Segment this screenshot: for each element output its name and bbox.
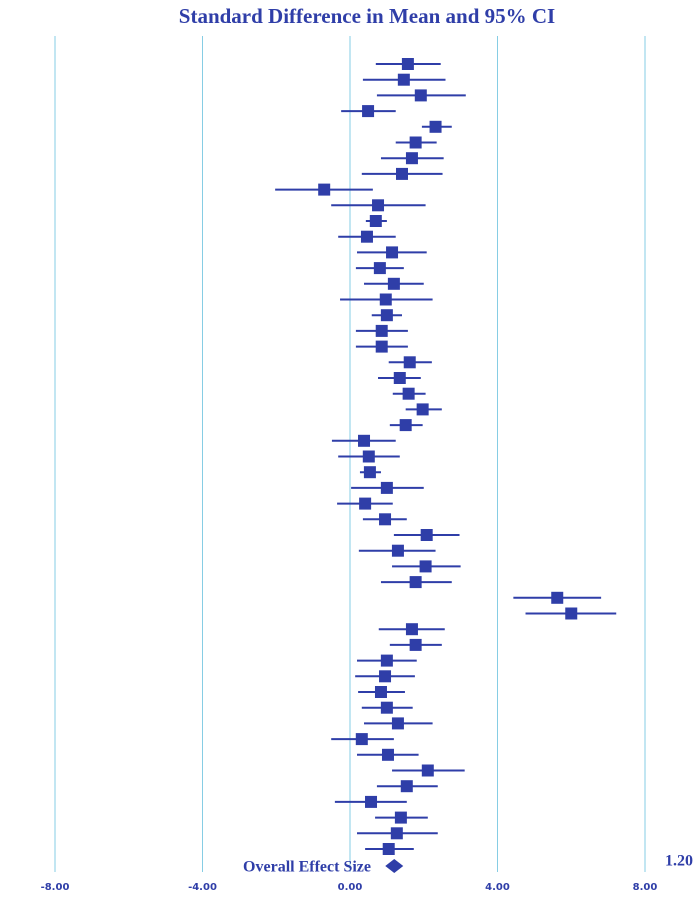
point-estimate — [381, 748, 394, 761]
point-estimate — [374, 686, 387, 698]
point-estimate — [380, 701, 393, 714]
point-estimate — [372, 199, 385, 212]
point-estimate — [397, 73, 410, 86]
point-estimate — [380, 481, 393, 494]
point-estimate — [390, 827, 403, 840]
point-estimate — [355, 733, 368, 746]
point-estimate — [419, 560, 432, 573]
overall-value: 1.20 — [665, 853, 693, 870]
point-estimate — [401, 58, 414, 70]
point-estimate — [409, 136, 422, 149]
point-estimate — [421, 764, 434, 777]
point-estimate — [405, 623, 418, 636]
x-tick-label: 4.00 — [485, 882, 510, 893]
point-estimate — [380, 309, 393, 322]
point-estimate — [429, 120, 442, 133]
point-estimate — [409, 638, 422, 651]
point-estimate — [409, 576, 422, 589]
point-estimate — [405, 152, 418, 165]
point-estimate — [420, 529, 433, 541]
point-estimate — [400, 780, 413, 793]
point-estimate — [551, 591, 564, 604]
point-estimate — [395, 167, 408, 180]
point-estimate — [363, 466, 376, 479]
point-estimate — [379, 670, 392, 683]
point-estimate — [393, 372, 406, 384]
point-estimate — [375, 324, 388, 337]
point-estimate — [391, 717, 404, 730]
overall-diamond — [385, 859, 404, 873]
point-estimate — [360, 230, 373, 243]
point-estimate — [380, 654, 393, 667]
point-estimate — [565, 607, 578, 620]
point-estimate — [369, 215, 382, 227]
point-estimate — [402, 387, 415, 400]
point-estimate — [399, 419, 412, 432]
point-estimate — [365, 795, 378, 808]
x-tick-label: 8.00 — [633, 882, 658, 893]
x-tick-label: 0.00 — [338, 882, 363, 893]
point-estimate — [387, 277, 400, 290]
point-estimate — [358, 434, 371, 447]
x-tick-label: -8.00 — [41, 882, 70, 893]
point-estimate — [379, 513, 392, 526]
point-estimate — [359, 497, 372, 510]
point-estimate — [391, 544, 404, 557]
point-estimate — [386, 246, 399, 259]
point-estimate — [318, 183, 331, 196]
point-estimate — [375, 340, 388, 353]
point-estimate — [373, 262, 386, 275]
chart-title: Standard Difference in Mean and 95% CI — [179, 4, 555, 28]
point-estimate — [362, 105, 375, 118]
x-tick-label: -4.00 — [188, 882, 217, 893]
point-estimate — [414, 89, 427, 102]
point-estimate — [394, 811, 407, 824]
point-estimate — [362, 450, 375, 463]
overall-label: Overall Effect Size — [243, 859, 371, 876]
point-estimate — [382, 843, 395, 855]
point-estimate — [416, 403, 429, 416]
point-estimate — [403, 356, 416, 369]
point-estimate — [379, 293, 392, 306]
